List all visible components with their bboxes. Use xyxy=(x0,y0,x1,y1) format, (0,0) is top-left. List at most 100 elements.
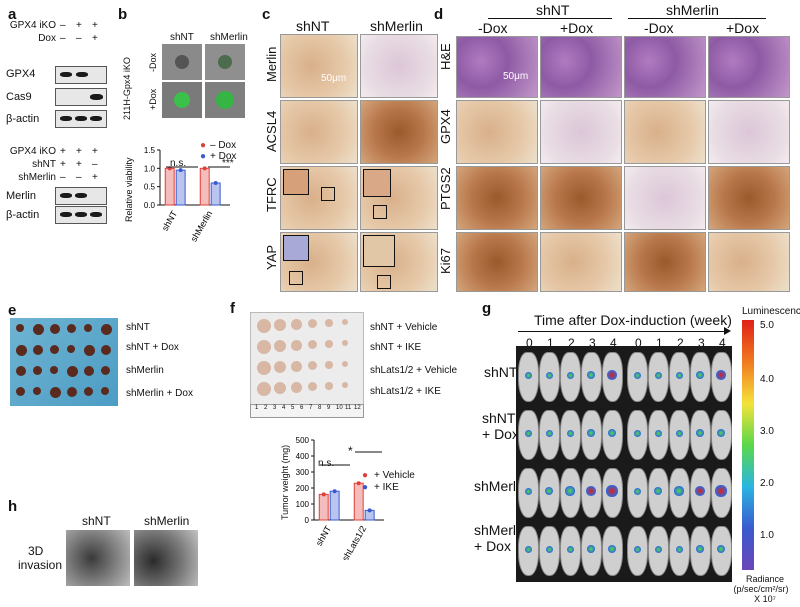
mouse-image xyxy=(518,526,539,576)
colorbar-unit: Radiance xyxy=(745,574,785,584)
mouse-image xyxy=(711,468,732,518)
tumor-sample xyxy=(101,345,111,355)
panel-f-label: f xyxy=(230,300,235,317)
tumor-sample xyxy=(325,340,333,348)
col-label: shNT xyxy=(296,18,330,34)
luminescence-signal xyxy=(524,545,532,553)
mouse-image xyxy=(518,410,539,460)
sign: – xyxy=(60,172,66,183)
col-label: shMerlin xyxy=(210,32,248,43)
panel-b-label: b xyxy=(118,6,128,23)
mouse-image xyxy=(627,410,648,460)
he-image: 50μm xyxy=(456,36,538,98)
row-label: shNT + IKE xyxy=(370,342,422,353)
mouse-image xyxy=(539,526,560,576)
arrow-head-icon xyxy=(724,327,731,335)
luminescence-signal xyxy=(715,485,727,497)
week-label: 1 xyxy=(656,336,663,350)
mouse-image xyxy=(669,526,690,576)
mouse-image xyxy=(711,410,732,460)
tumor-sample xyxy=(16,387,25,396)
colorbar-tick: 2.0 xyxy=(760,478,774,489)
mouse-image xyxy=(539,352,560,402)
luminescence-signal xyxy=(607,370,617,380)
panel-e-label: e xyxy=(8,302,17,319)
mouse-image xyxy=(560,352,581,402)
mouse-image xyxy=(690,526,711,576)
row-label: GPX4 iKO xyxy=(9,146,56,157)
invasion-image xyxy=(134,530,198,586)
ruler-tick: 9 xyxy=(327,405,331,411)
he-image xyxy=(708,36,790,98)
ruler-tick: 10 xyxy=(336,405,343,411)
sign: + xyxy=(76,20,82,31)
data-point xyxy=(356,481,361,486)
ihc-image: 50μm xyxy=(280,34,358,98)
luminescence-signal xyxy=(566,545,574,553)
y-tick-label: 1.0 xyxy=(144,164,156,173)
col-label: shMerlin xyxy=(370,18,423,34)
week-label: 4 xyxy=(610,336,617,350)
tumor-sample xyxy=(325,361,333,369)
group-label: shMerlin xyxy=(666,2,719,18)
luminescence-signal xyxy=(654,371,662,379)
week-label: 4 xyxy=(719,336,726,350)
colorbar-title: Luminescence xyxy=(742,306,800,317)
col-label: shNT xyxy=(82,514,111,528)
viability-chart: 0.0 0.5 1.0 1.5 shNT shMerlin xyxy=(144,146,230,243)
row-label: shMerlin xyxy=(126,365,164,376)
sig-label: n.s. xyxy=(170,158,187,169)
tumor-sample xyxy=(33,366,42,375)
bar xyxy=(199,167,210,206)
mouse-image xyxy=(648,468,669,518)
data-point xyxy=(213,181,218,185)
week-label: 0 xyxy=(635,336,642,350)
side-label: 211H-Gpx4 iKO xyxy=(122,57,132,120)
y-tick-label: 1.5 xyxy=(144,146,156,155)
tumor-sample xyxy=(274,340,287,353)
x-tick-label: shLats1/2 xyxy=(340,524,368,560)
ivis-image xyxy=(516,346,732,582)
tumor-sample xyxy=(16,366,26,376)
tumor-sample xyxy=(308,319,318,329)
row-label: shNT + Vehicle xyxy=(370,322,438,333)
scale-label: 50μm xyxy=(503,71,529,82)
blot-merlin xyxy=(55,187,107,205)
luminescence-signal xyxy=(586,370,596,380)
ruler-tick: 7 xyxy=(309,405,313,411)
luminescence-signal xyxy=(675,371,683,379)
colorbar-unit: (p/sec/cm²/sr) xyxy=(733,584,789,594)
side-label: invasion xyxy=(18,558,63,572)
y-tick-label: 0.5 xyxy=(144,183,156,192)
tumor-sample xyxy=(257,319,271,333)
ihc-image xyxy=(624,232,706,292)
row-label: ACSL4 xyxy=(264,110,279,152)
spheroid-image xyxy=(205,82,245,118)
mouse-image xyxy=(560,410,581,460)
luminescence-signal xyxy=(566,429,574,437)
sig-label: n.s. xyxy=(318,458,335,469)
x-tick-label: shNT xyxy=(314,524,334,548)
colorbar xyxy=(742,320,754,570)
row-label: shNT + Dox xyxy=(126,342,179,353)
blot-label: β-actin xyxy=(6,209,40,221)
tumor-sample xyxy=(342,361,348,367)
ihc-image xyxy=(708,166,790,230)
tumor-sample xyxy=(101,387,109,395)
row-label: shNT xyxy=(484,364,518,380)
luminescence-signal xyxy=(654,545,662,553)
tumor-sample xyxy=(342,382,348,388)
mouse-image xyxy=(560,468,581,518)
panel-d-label: d xyxy=(434,6,444,23)
bar xyxy=(175,169,186,206)
mouse-image xyxy=(648,410,669,460)
ihc-image xyxy=(708,100,790,164)
week-label: 3 xyxy=(589,336,596,350)
tumor-sample xyxy=(274,382,287,395)
tumor-sample xyxy=(257,361,271,375)
ihc-image xyxy=(540,100,622,164)
mouse-image xyxy=(518,468,539,518)
row-label: shLats1/2 + IKE xyxy=(370,386,441,397)
mouse-image xyxy=(539,468,560,518)
col-label: -Dox xyxy=(478,20,508,36)
